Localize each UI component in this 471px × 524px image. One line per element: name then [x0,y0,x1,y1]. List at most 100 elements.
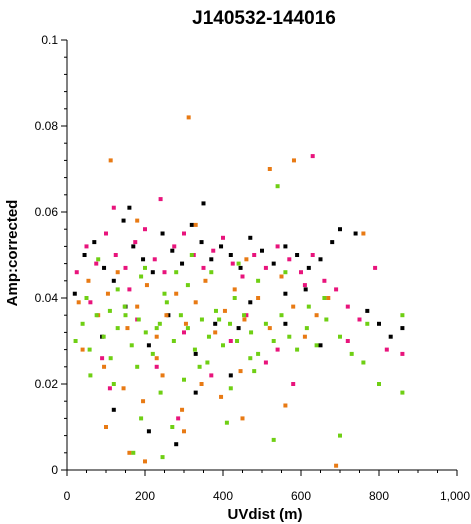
data-point [238,265,243,270]
data-point [160,231,165,236]
data-point [143,330,148,335]
data-point [338,433,342,438]
data-point [267,326,272,331]
data-point [146,429,151,434]
data-point [248,300,253,305]
x-tick-label: 200 [135,489,155,503]
x-axis-label: UVdist (m) [228,506,303,523]
data-point [400,390,405,395]
data-point [279,313,284,318]
data-point [345,304,350,309]
data-point [84,296,89,300]
y-tick-label: 0.02 [35,377,59,391]
data-point [143,265,147,270]
data-point [306,304,311,309]
data-point [84,244,89,249]
data-point [326,296,331,300]
data-point [87,347,92,352]
data-point [136,317,141,322]
data-point [162,270,167,275]
data-point [183,321,188,326]
data-point [283,244,288,249]
data-point [176,416,181,421]
data-point [256,278,261,283]
data-point [193,351,198,356]
data-point [271,339,276,343]
data-point [384,347,389,352]
data-point [174,442,179,447]
data-point [338,334,342,339]
data-point [139,274,144,279]
data-point [111,382,116,386]
data-point [121,386,126,391]
data-point [73,339,78,343]
data-point [162,291,167,296]
data-point [224,420,229,425]
data-point [228,386,233,391]
data-point [334,287,339,292]
y-tick-label: 0 [51,463,58,477]
data-point [154,356,159,361]
data-point [111,278,116,283]
x-tick-label: 0 [64,489,71,503]
data-point [302,334,307,339]
data-point [334,463,339,468]
data-point [144,283,149,288]
data-point [122,304,127,309]
data-point [228,253,233,257]
x-tick-label: 600 [291,489,311,503]
data-point [306,265,311,270]
data-point [104,425,108,429]
data-point [209,257,214,262]
data-point [279,274,284,279]
data-point [219,244,224,249]
data-point [242,317,247,322]
data-point [228,321,233,326]
data-point [310,253,315,257]
data-point [219,394,224,399]
data-point [201,265,206,270]
data-point [400,313,405,318]
data-point [72,291,77,296]
data-point [123,313,128,318]
data-point [283,321,288,326]
data-point [135,364,140,369]
x-tick-label: 800 [369,489,389,503]
data-points [72,115,405,468]
data-point [182,377,186,382]
data-point [287,257,292,262]
data-point [275,184,280,189]
data-point [180,261,185,266]
data-point [82,253,87,257]
data-point [111,407,116,412]
data-point [271,261,276,266]
data-point [248,356,253,361]
data-point [135,218,140,223]
data-point [318,343,323,348]
data-point [222,308,227,313]
data-point [240,416,245,421]
data-point [197,364,202,369]
data-point [141,257,146,262]
data-point [295,253,300,257]
data-point [146,343,151,348]
data-point [107,386,112,391]
data-point [345,339,350,343]
data-point [108,356,113,361]
data-point [104,231,108,236]
data-point [101,334,106,339]
data-point [283,270,288,275]
data-point [74,270,79,275]
data-point [96,257,101,262]
y-tick-label: 0.04 [35,291,59,305]
data-point [206,334,211,339]
data-point [186,115,191,120]
data-point [199,317,204,322]
x-tick-label: 400 [213,489,233,503]
data-point [199,240,204,245]
data-point [299,270,303,275]
data-point [141,399,146,404]
data-point [209,270,214,275]
data-point [182,330,186,335]
data-point [102,364,107,369]
